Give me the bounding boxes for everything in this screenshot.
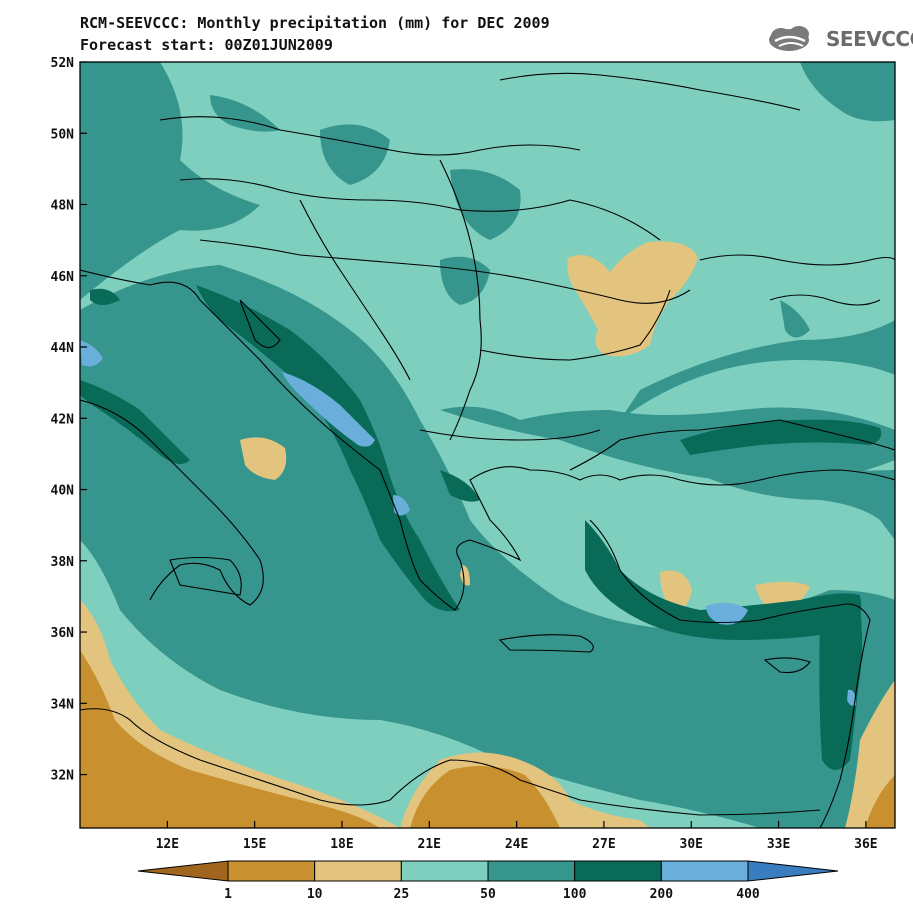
lat-tick-label: 44N <box>51 341 75 356</box>
lon-tick-label: 12E <box>156 837 179 852</box>
precipitation-field <box>80 62 895 828</box>
map-frame <box>79 61 896 829</box>
lat-tick-label: 40N <box>51 484 75 499</box>
chart-title: RCM-SEEVCCC: Monthly precipitation (mm) … <box>80 14 550 32</box>
colorbar-swatch <box>660 860 749 882</box>
cloud-icon <box>769 26 809 51</box>
colorbar-threshold-label: 1 <box>224 887 232 902</box>
colorbar-threshold-label: 100 <box>563 887 587 902</box>
lat-tick-label: 36N <box>51 626 75 641</box>
latitude-axis: 52N 50N 48N 46N 44N 42N 40N 38N 36N 34N 32N <box>51 56 87 784</box>
colorbar-threshold-label: 400 <box>736 887 760 902</box>
colorbar-swatch <box>227 860 316 882</box>
colorbar-swatch <box>487 860 576 882</box>
lon-tick-label: 36E <box>854 837 877 852</box>
lon-tick-label: 15E <box>243 837 266 852</box>
lat-tick-label: 46N <box>51 270 75 285</box>
lat-tick-label: 38N <box>51 555 75 570</box>
colorbar-swatch <box>400 860 489 882</box>
colorbar-threshold-label: 50 <box>480 887 496 902</box>
lat-tick-label: 52N <box>51 56 75 71</box>
colorbar-swatch <box>314 860 402 882</box>
forecast-start-subtitle: Forecast start: 00Z01JUN2009 <box>80 36 333 54</box>
colorbar-swatch-above <box>747 860 839 882</box>
colorbar-threshold-label: 200 <box>650 887 674 902</box>
lat-tick-label: 42N <box>51 412 75 427</box>
lat-tick-label: 48N <box>51 199 75 214</box>
contour-1-10 <box>80 650 895 828</box>
contour-100-200 <box>80 285 882 770</box>
coastlines-and-borders <box>80 72 895 828</box>
lon-tick-label: 24E <box>505 837 528 852</box>
lon-tick-label: 21E <box>418 837 441 852</box>
lat-tick-label: 50N <box>51 127 75 142</box>
longitude-axis: 12E 15E 18E 21E 24E 27E 30E 33E 36E <box>156 821 878 852</box>
colorbar-threshold-label: 25 <box>394 887 410 902</box>
seevccc-logo <box>769 26 809 51</box>
lat-tick-label: 32N <box>51 769 75 784</box>
lon-tick-label: 18E <box>330 837 353 852</box>
colorbar-swatch-below <box>137 860 229 882</box>
colorbar-legend: 1 10 25 50 100 200 400 <box>137 860 839 902</box>
lat-tick-label: 34N <box>51 697 75 712</box>
lon-tick-label: 33E <box>767 837 790 852</box>
colorbar-threshold-label: 10 <box>307 887 323 902</box>
lon-tick-label: 30E <box>680 837 703 852</box>
logo-text: SEEVCCC <box>826 27 913 51</box>
colorbar-swatch <box>574 860 662 882</box>
lon-tick-label: 27E <box>592 837 615 852</box>
